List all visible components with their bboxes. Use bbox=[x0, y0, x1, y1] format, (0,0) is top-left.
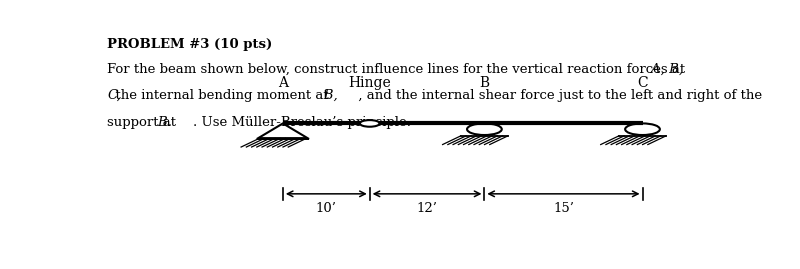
Text: 12’: 12’ bbox=[417, 202, 438, 215]
Text: A, B,: A, B, bbox=[107, 62, 683, 75]
Circle shape bbox=[360, 120, 380, 127]
Text: B: B bbox=[479, 76, 490, 90]
Text: C,: C, bbox=[107, 89, 122, 102]
Text: the internal bending moment at       , and the internal shear force just to the : the internal bending moment at , and the… bbox=[107, 89, 762, 102]
Text: B.: B. bbox=[107, 116, 173, 129]
Text: For the beam shown below, construct influence lines for the vertical reaction fo: For the beam shown below, construct infl… bbox=[107, 62, 694, 75]
Text: PROBLEM #3 (10 pts): PROBLEM #3 (10 pts) bbox=[107, 38, 273, 51]
Text: C: C bbox=[637, 76, 648, 90]
Text: B,: B, bbox=[107, 89, 338, 102]
Text: Hinge: Hinge bbox=[348, 76, 391, 90]
Text: support at    . Use Müller-Breslau’s principle.: support at . Use Müller-Breslau’s princi… bbox=[107, 116, 411, 129]
Text: A: A bbox=[278, 76, 288, 90]
Text: and: and bbox=[107, 62, 800, 75]
Text: 15’: 15’ bbox=[553, 202, 574, 215]
Text: 10’: 10’ bbox=[316, 202, 337, 215]
